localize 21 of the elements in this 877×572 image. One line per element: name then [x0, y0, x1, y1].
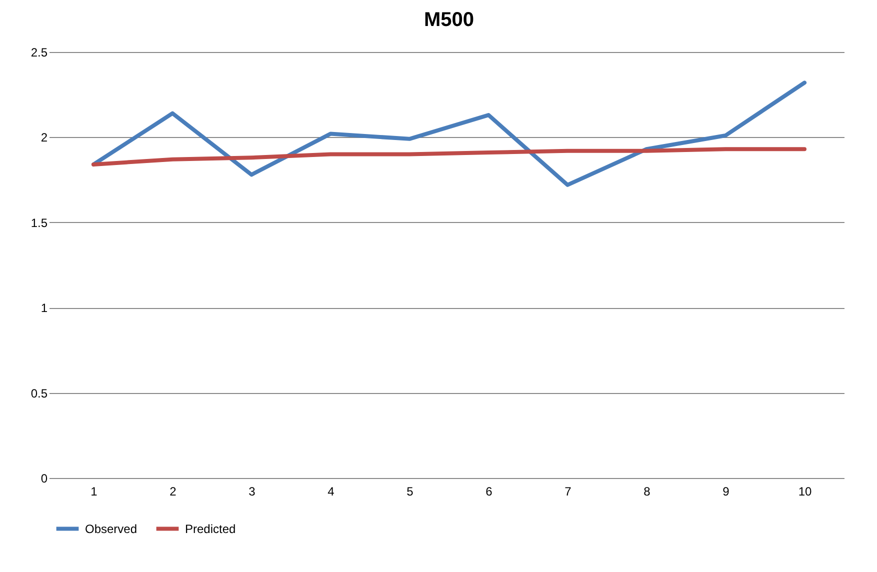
- line-series: [92, 80, 806, 187]
- x-tick-label: 10: [798, 484, 812, 498]
- legend-label: Predicted: [185, 522, 236, 536]
- x-tick-label: 9: [722, 484, 730, 498]
- y-tick-label: 1.5: [30, 216, 48, 230]
- x-tick-label: 7: [564, 484, 572, 498]
- x-tick-label: 3: [248, 484, 256, 498]
- line-series: [92, 147, 806, 166]
- x-tick-label: 2: [170, 484, 177, 498]
- x-tick-label: 6: [486, 484, 493, 498]
- x-tick-label: 5: [406, 484, 414, 498]
- x-tick-label: 8: [644, 484, 651, 498]
- x-tick-label: 4: [328, 484, 335, 498]
- chart-title: M500: [424, 9, 474, 31]
- y-tick-label: 2.5: [30, 46, 48, 60]
- x-tick-label: 1: [90, 484, 98, 498]
- legend-label: Observed: [85, 522, 138, 536]
- y-tick-label: 0.5: [30, 386, 48, 400]
- y-tick-label: 2: [40, 130, 48, 145]
- y-tick-label: 0: [40, 472, 48, 486]
- y-tick-label: 1: [40, 301, 48, 316]
